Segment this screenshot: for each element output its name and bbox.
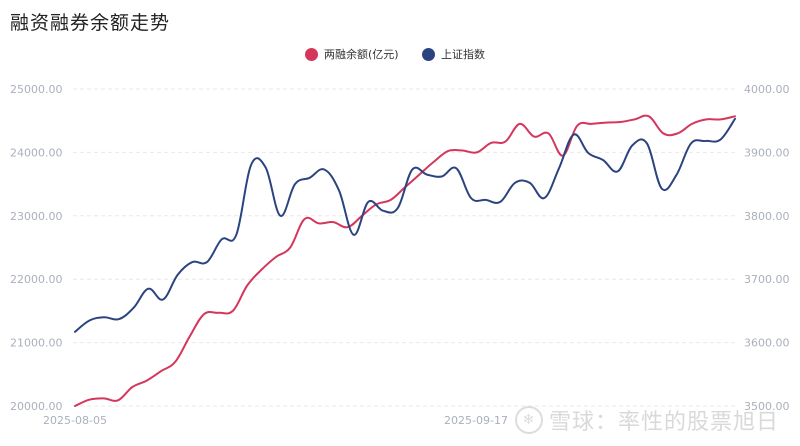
legend-label: 两融余额(亿元) <box>324 48 399 61</box>
left-axis-tick-label: 22000.00 <box>10 273 63 286</box>
right-axis-tick-label: 3500.00 <box>744 400 790 413</box>
left-axis-tick-label: 23000.00 <box>10 210 63 223</box>
legend-item-margin-balance[interactable]: 两融余额(亿元) <box>305 46 399 62</box>
series-line-margin-balance <box>74 114 736 407</box>
watermark-text: 雪球：率性的股票旭日 <box>549 410 780 435</box>
legend-dot-icon <box>305 47 318 61</box>
right-axis-tick-label: 3800.00 <box>744 210 790 223</box>
x-axis-tick-label: 2025-08-05 <box>43 414 107 427</box>
watermark: ❄ 雪球：率性的股票旭日 <box>515 404 779 436</box>
xueqiu-logo-icon: ❄ <box>515 406 543 434</box>
x-axis-tick-label: 2025-09-17 <box>444 414 508 427</box>
series-line-sse-index <box>74 117 736 333</box>
left-axis-tick-label: 21000.00 <box>10 337 63 350</box>
right-axis-tick-label: 4000.00 <box>744 83 790 96</box>
left-axis-tick-label: 20000.00 <box>10 400 63 413</box>
chart-title: 融资融券余额走势 <box>10 12 171 34</box>
legend-label: 上证指数 <box>441 48 485 61</box>
right-axis-tick-label: 3900.00 <box>744 146 790 159</box>
legend-dot-icon <box>422 47 435 61</box>
legend-item-sse-index[interactable]: 上证指数 <box>422 46 485 62</box>
right-axis-tick-label: 3600.00 <box>744 337 790 350</box>
chart-legend: 两融余额(亿元) 上证指数 <box>0 46 800 66</box>
left-axis-tick-label: 24000.00 <box>10 146 63 159</box>
left-axis-tick-label: 25000.00 <box>10 83 63 96</box>
right-axis-tick-label: 3700.00 <box>744 273 790 286</box>
